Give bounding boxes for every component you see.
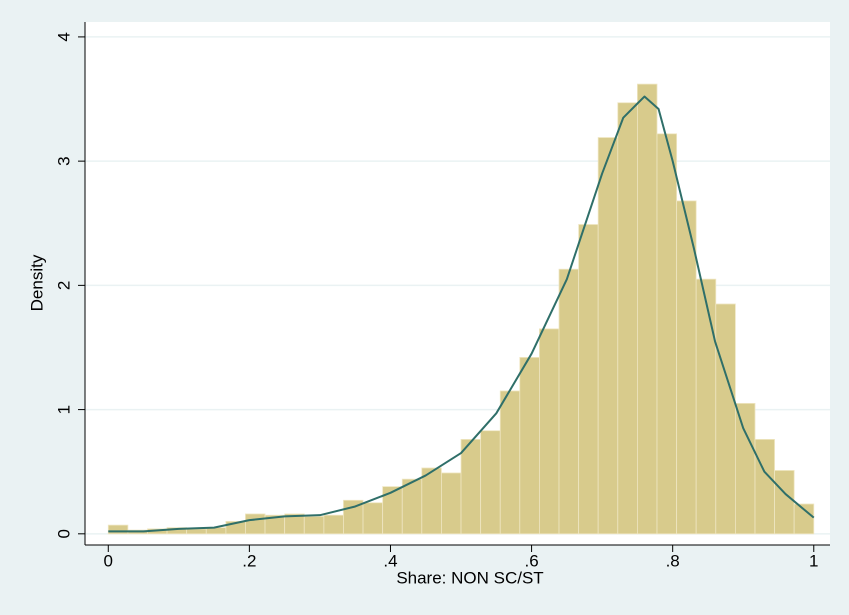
y-tick-label: 0	[54, 529, 73, 538]
y-tick-label: 4	[54, 32, 73, 41]
bar	[107, 524, 129, 535]
bar	[597, 137, 619, 535]
x-axis-title: Share: NON SC/ST	[396, 568, 543, 587]
bar	[558, 268, 580, 535]
bar	[323, 514, 344, 535]
bar	[774, 470, 795, 535]
x-tick-label: 1	[809, 551, 818, 570]
bar	[695, 278, 717, 535]
x-tick-label: .4	[383, 551, 397, 570]
bar	[480, 430, 501, 535]
bar	[441, 472, 462, 535]
bar	[539, 328, 560, 535]
bar	[578, 224, 599, 535]
bar	[245, 513, 266, 535]
x-tick-label: .8	[666, 551, 680, 570]
bar	[401, 478, 423, 535]
bar	[303, 516, 325, 535]
bar	[519, 357, 540, 535]
bar	[754, 439, 775, 535]
bar	[656, 133, 678, 535]
bar	[460, 439, 482, 535]
bar	[734, 402, 756, 535]
density-line	[108, 95, 815, 533]
bar	[499, 390, 521, 535]
bar	[617, 102, 638, 535]
bar	[421, 467, 442, 535]
bar	[676, 200, 697, 535]
x-tick-label: 0	[104, 551, 113, 570]
bar	[715, 303, 736, 535]
y-axis-title: Density	[27, 254, 46, 311]
y-tick-label: 3	[54, 156, 73, 165]
bar	[793, 503, 815, 535]
bar	[362, 502, 384, 535]
x-tick-label: .2	[242, 551, 256, 570]
y-tick-label: 2	[54, 281, 73, 290]
bar	[637, 83, 658, 535]
x-tick-label: .6	[524, 551, 538, 570]
y-tick-label: 1	[54, 405, 73, 414]
bar	[186, 528, 207, 535]
